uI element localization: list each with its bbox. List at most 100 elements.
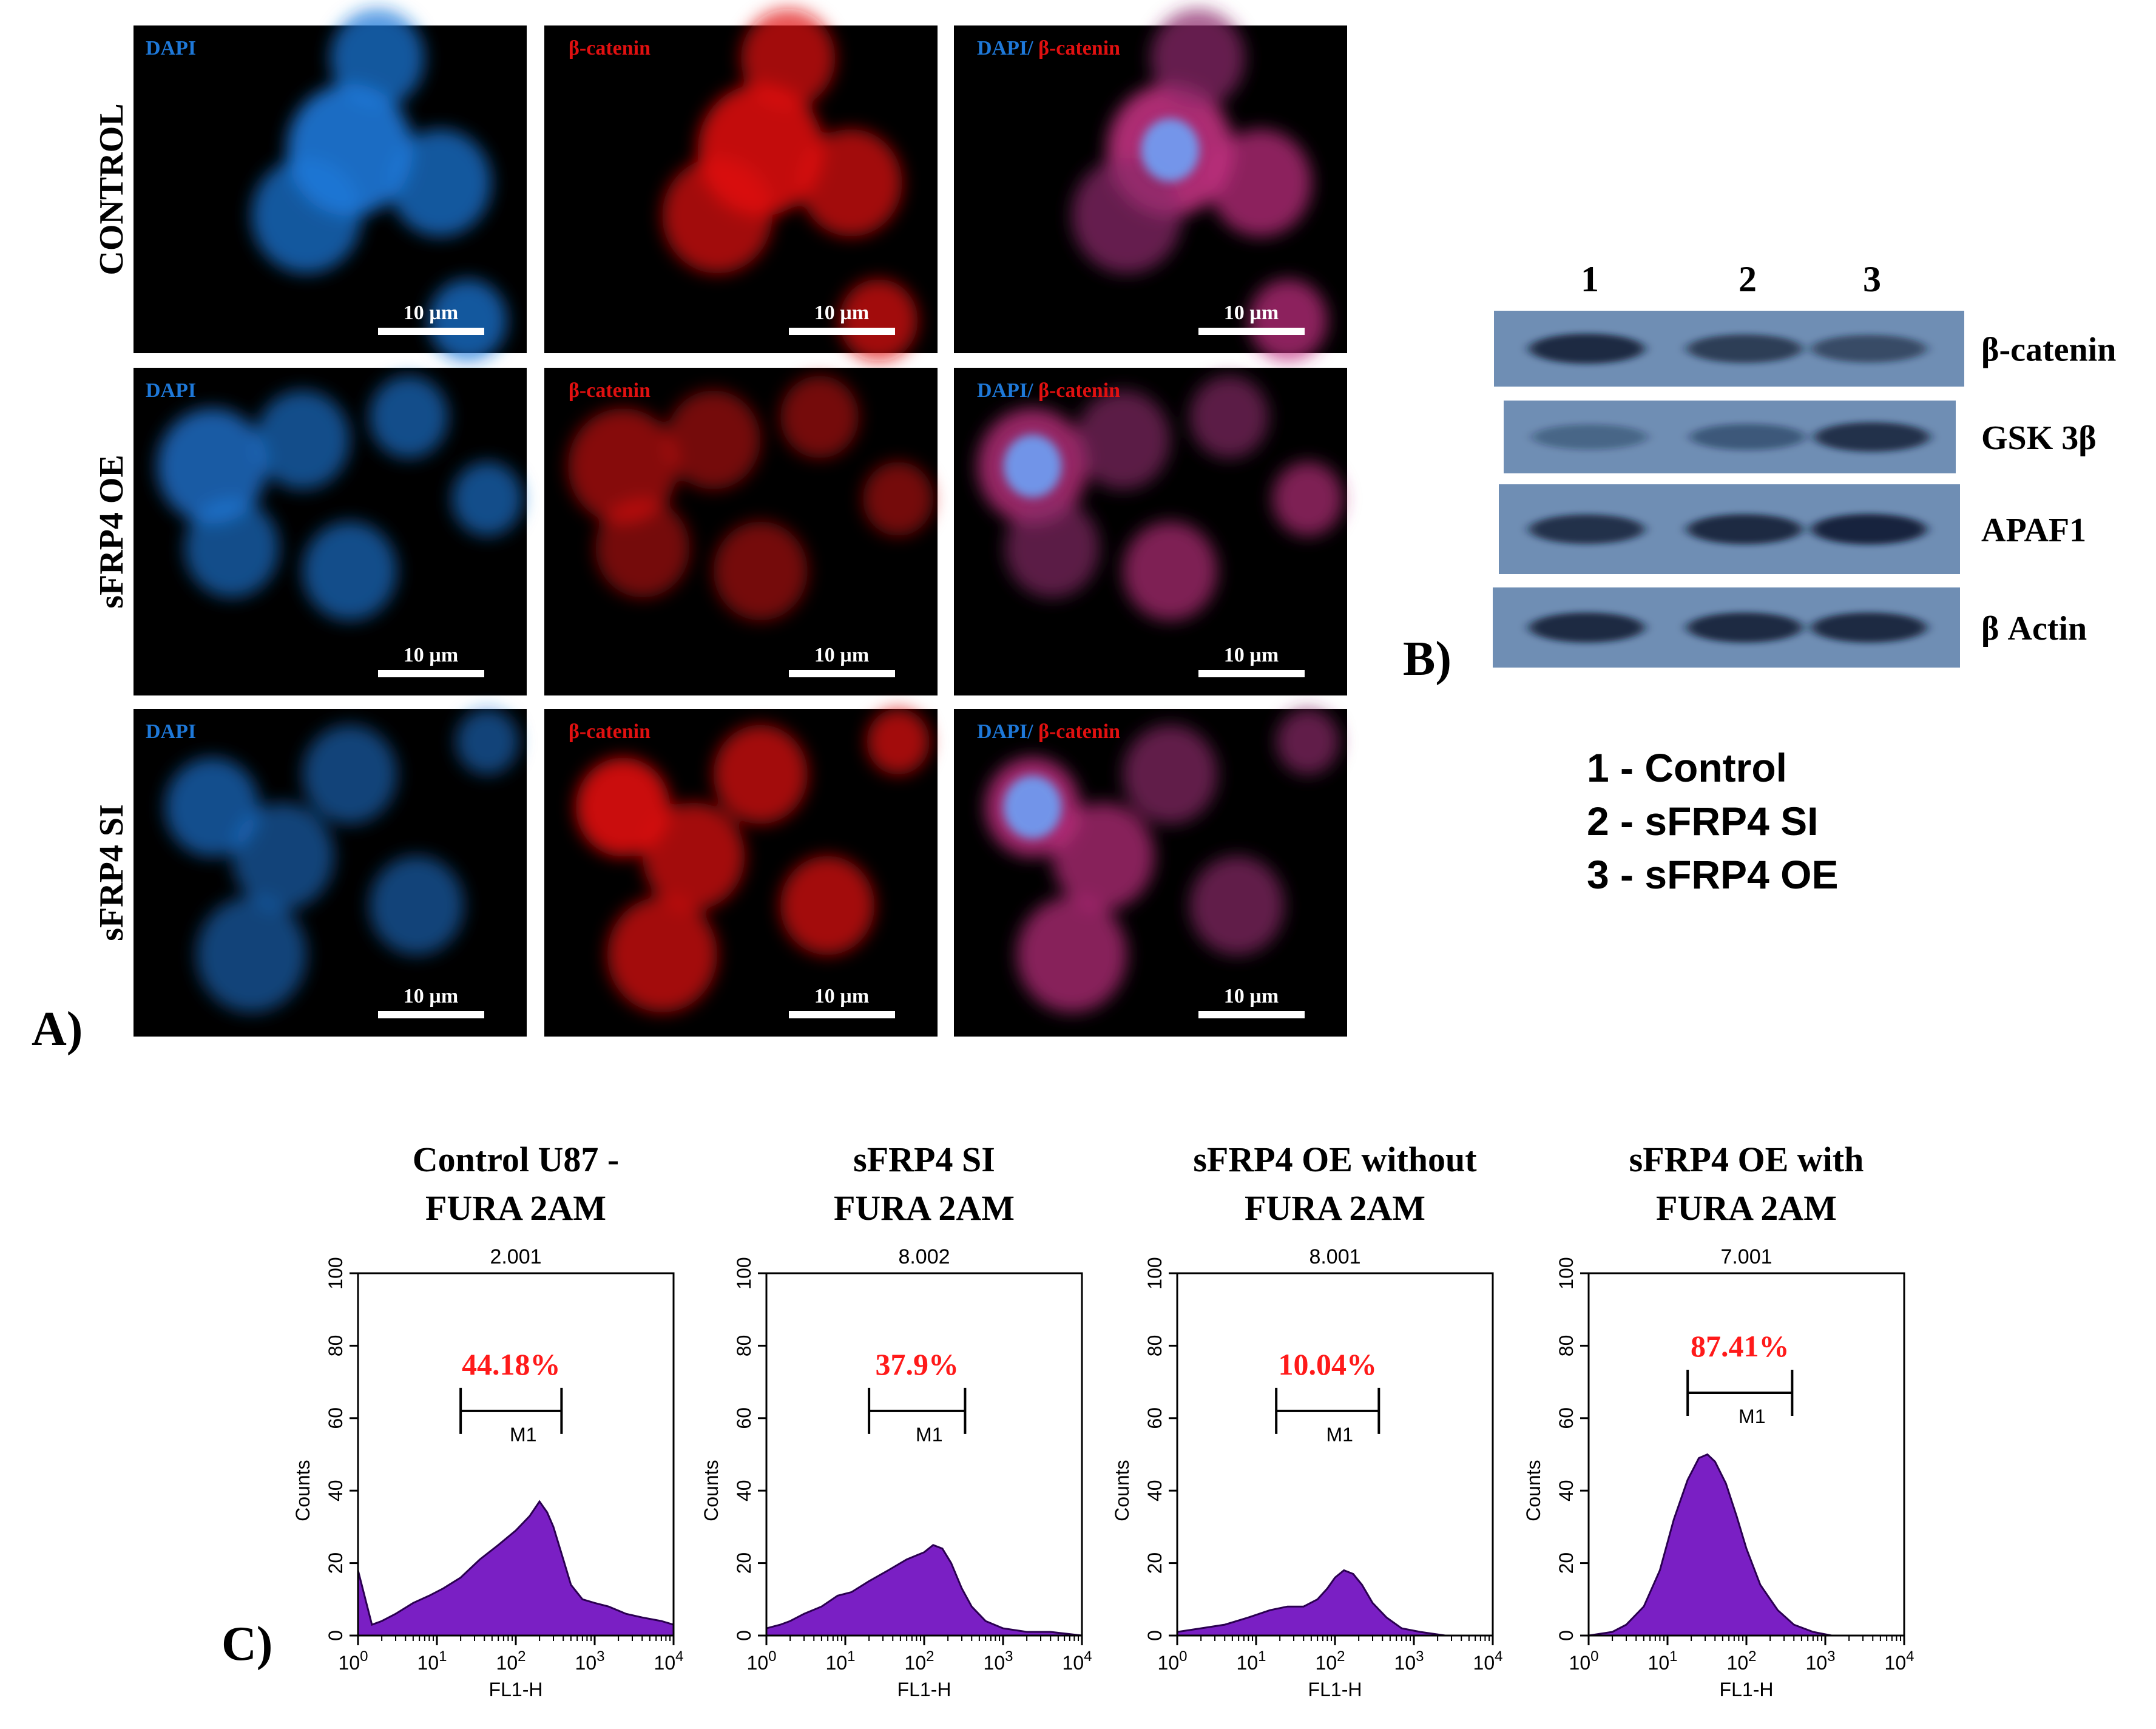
y-tick-label: 0: [733, 1630, 755, 1641]
y-tick-label: 60: [1144, 1407, 1166, 1429]
panel-c-histograms: Control U87 - FURA 2AM 2.001 0 20 40 60 80 100 Co…: [292, 1140, 1914, 1700]
y-tick-label: 20: [733, 1552, 755, 1574]
micrograph-control-merge: DAPI/ β-catenin 10 µm: [954, 8, 1347, 362]
y-axis-label: Counts: [700, 1460, 722, 1521]
row-label-control: CONTROL: [93, 103, 130, 275]
scale-bar: [378, 1011, 484, 1018]
histogram-3: sFRP4 OE without FURA 2AM 8.001 0 20 40 60 80 10…: [1111, 1140, 1502, 1700]
channel-label-merge: DAPI/ β-catenin: [977, 720, 1120, 743]
blot-strip-beta-actin: β Actin: [1493, 587, 2087, 668]
y-tick-label: 100: [733, 1257, 755, 1289]
lane-legend-item: 2 - sFRP4 SI: [1587, 799, 1818, 844]
x-tick-label: 101: [826, 1648, 856, 1674]
protein-label-apaf1: APAF1: [1981, 512, 2086, 549]
x-tick-label: 103: [1806, 1648, 1836, 1674]
scale-bar-label: 10 µm: [1224, 985, 1279, 1007]
marker-label: M1: [510, 1424, 536, 1446]
marker-label: M1: [1326, 1424, 1353, 1446]
lane-number-3: 3: [1863, 259, 1881, 299]
scale-bar: [1198, 1011, 1305, 1018]
marker-label: M1: [1739, 1406, 1765, 1427]
channel-label-beta-catenin: β-catenin: [569, 379, 651, 402]
scale-bar-label: 10 µm: [814, 985, 869, 1007]
lane-legend-item: 1 - Control: [1587, 745, 1787, 790]
x-tick-label: 104: [1885, 1648, 1914, 1674]
channel-label-beta-catenin: β-catenin: [569, 37, 651, 59]
x-tick-label: 100: [1158, 1648, 1188, 1674]
scale-bar-label: 10 µm: [1224, 302, 1279, 324]
micrograph-sfrp4-si-dapi: DAPI 10 µm: [133, 708, 527, 1037]
y-tick-label: 0: [325, 1630, 346, 1641]
blot-strip-gsk-3b: GSK 3β: [1504, 401, 2097, 473]
scale-bar: [1198, 328, 1305, 335]
protein-label-beta-actin: β Actin: [1981, 610, 2087, 648]
histogram-area: [1176, 1569, 1493, 1637]
panel-c-label: C): [221, 1617, 272, 1671]
marker-label: M1: [916, 1424, 942, 1446]
x-tick-label: 104: [1473, 1648, 1503, 1674]
histogram-2: sFRP4 SI FURA 2AM 8.002 0 20 40 60 80 100 Counts 1…: [700, 1140, 1092, 1700]
chart-title: sFRP4 OE with: [1629, 1140, 1864, 1179]
channel-label-dapi: DAPI: [146, 720, 196, 743]
chart-title: Control U87 -: [413, 1140, 619, 1179]
x-axis-label: FL1-H: [489, 1679, 543, 1700]
scale-bar: [378, 328, 484, 335]
x-tick-label: 102: [496, 1648, 526, 1674]
x-tick-label: 104: [654, 1648, 684, 1674]
x-tick-label: 101: [1648, 1648, 1678, 1674]
x-tick-label: 100: [747, 1648, 777, 1674]
chart-sample-id: 8.001: [1309, 1245, 1360, 1268]
scale-bar-label: 10 µm: [814, 302, 869, 324]
y-tick-label: 60: [733, 1407, 755, 1429]
scale-bar: [789, 328, 895, 335]
y-tick-label: 40: [733, 1480, 755, 1501]
x-axis-label: FL1-H: [1308, 1679, 1362, 1700]
micrograph-sfrp4-oe-beta-catenin: β-catenin 10 µm: [544, 368, 938, 695]
micrograph-control-dapi: DAPI 10 µm: [133, 8, 527, 362]
x-tick-label: 103: [575, 1648, 605, 1674]
gate-percentage: 10.04%: [1279, 1347, 1377, 1381]
chart-title: sFRP4 OE without: [1193, 1140, 1477, 1179]
y-tick-label: 0: [1555, 1630, 1577, 1641]
micrograph-sfrp4-oe-merge: DAPI/ β-catenin 10 µm: [954, 368, 1347, 695]
x-tick-label: 102: [905, 1648, 934, 1674]
gate-percentage: 87.41%: [1691, 1329, 1789, 1363]
chart-title: FURA 2AM: [425, 1188, 606, 1228]
y-axis-label: Counts: [1522, 1460, 1544, 1521]
chart-title: FURA 2AM: [1656, 1188, 1837, 1228]
x-tick-label: 101: [417, 1648, 447, 1674]
y-tick-label: 40: [1555, 1480, 1577, 1501]
panel-b-label: B): [1403, 632, 1451, 686]
x-tick-label: 102: [1316, 1648, 1345, 1674]
y-tick-label: 100: [1555, 1257, 1577, 1289]
protein-label-beta-catenin: β-catenin: [1981, 331, 2116, 369]
histogram-1: Control U87 - FURA 2AM 2.001 0 20 40 60 80 100 Co…: [292, 1140, 683, 1700]
micrograph-sfrp4-oe-dapi: DAPI 10 µm: [133, 368, 527, 695]
y-tick-label: 80: [733, 1335, 755, 1357]
histogram-area: [1588, 1453, 1904, 1637]
lane-legend-item: 3 - sFRP4 OE: [1587, 852, 1838, 897]
row-label-sfrp4-oe: sFRP4 OE: [93, 455, 130, 609]
micrograph-sfrp4-si-merge: DAPI/ β-catenin 10 µm: [954, 708, 1347, 1037]
scale-bar: [378, 670, 484, 677]
y-tick-label: 20: [1144, 1552, 1166, 1574]
protein-label-gsk-3b: GSK 3β: [1981, 419, 2097, 457]
chart-sample-id: 7.001: [1720, 1245, 1772, 1268]
chart-sample-id: 8.002: [898, 1245, 950, 1268]
scale-bar-label: 10 µm: [1224, 644, 1279, 666]
histogram-area: [765, 1544, 1083, 1637]
scale-bar: [789, 670, 895, 677]
x-tick-label: 101: [1237, 1648, 1266, 1674]
chart-title: FURA 2AM: [1245, 1188, 1425, 1228]
y-tick-label: 40: [325, 1480, 346, 1501]
y-tick-label: 20: [1555, 1552, 1577, 1574]
scale-bar-label: 10 µm: [404, 302, 458, 324]
panel-a-label: A): [32, 1003, 83, 1056]
x-tick-label: 100: [339, 1648, 368, 1674]
channel-label-merge: DAPI/ β-catenin: [977, 37, 1120, 59]
y-tick-label: 0: [1144, 1630, 1166, 1641]
y-tick-label: 100: [325, 1257, 346, 1289]
y-axis-label: Counts: [292, 1460, 314, 1521]
